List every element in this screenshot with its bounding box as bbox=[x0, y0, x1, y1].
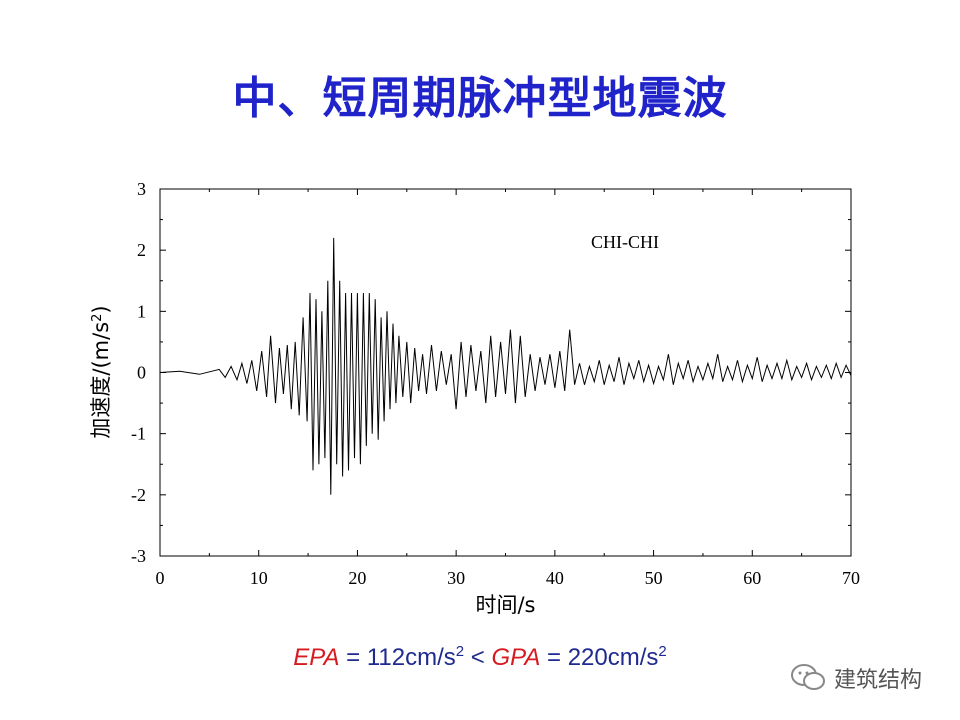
x-tick-label: 0 bbox=[156, 568, 165, 588]
slide-title: 中、短周期脉冲型地震波 bbox=[232, 73, 728, 124]
chart-annotation: CHI-CHI bbox=[591, 232, 659, 252]
x-tick-label: 10 bbox=[250, 568, 268, 588]
x-tick-label: 70 bbox=[842, 568, 860, 588]
x-axis-label: 时间/s bbox=[475, 593, 535, 617]
epa-unit-exponent: 2 bbox=[455, 643, 465, 660]
acceleration-chart: 0 10 20 30 40 50 60 70 -3 -2 -1 0 1 2 3 CHI-CHI 时间/s 加速度/… bbox=[89, 179, 860, 617]
chat-bubble-icon bbox=[791, 664, 825, 690]
x-tick-label: 30 bbox=[447, 568, 465, 588]
y-tick-label: 3 bbox=[137, 179, 146, 199]
acceleration-series-line bbox=[159, 237, 852, 495]
watermark-text: 建筑结构 bbox=[834, 668, 923, 693]
y-tick-label: 0 bbox=[137, 363, 146, 383]
y-tick-label: -3 bbox=[131, 546, 146, 566]
gpa-label: GPA bbox=[491, 644, 541, 671]
x-tick-label: 40 bbox=[546, 568, 564, 588]
x-tick-label: 60 bbox=[743, 568, 761, 588]
pga-comparison: EPA = 112cm/s2 < GPA = 220cm/s2 bbox=[0, 643, 960, 672]
x-tick-label: 20 bbox=[348, 568, 366, 588]
gpa-unit-exponent: 2 bbox=[658, 643, 667, 660]
y-tick-label: 2 bbox=[137, 240, 146, 260]
x-tick-label: 50 bbox=[645, 568, 663, 588]
y-tick-label: -1 bbox=[131, 424, 146, 444]
gpa-value: = 220cm/s bbox=[540, 644, 659, 671]
watermark: 建筑结构 bbox=[790, 660, 922, 696]
y-tick-label: 1 bbox=[137, 301, 146, 321]
y-tick-label: -2 bbox=[131, 485, 146, 505]
epa-value: = 112cm/s bbox=[339, 644, 456, 671]
y-axis-label: 加速度/(m/s2) bbox=[89, 305, 113, 438]
epa-label: EPA bbox=[293, 644, 340, 671]
comparison-operator: < bbox=[464, 644, 492, 671]
